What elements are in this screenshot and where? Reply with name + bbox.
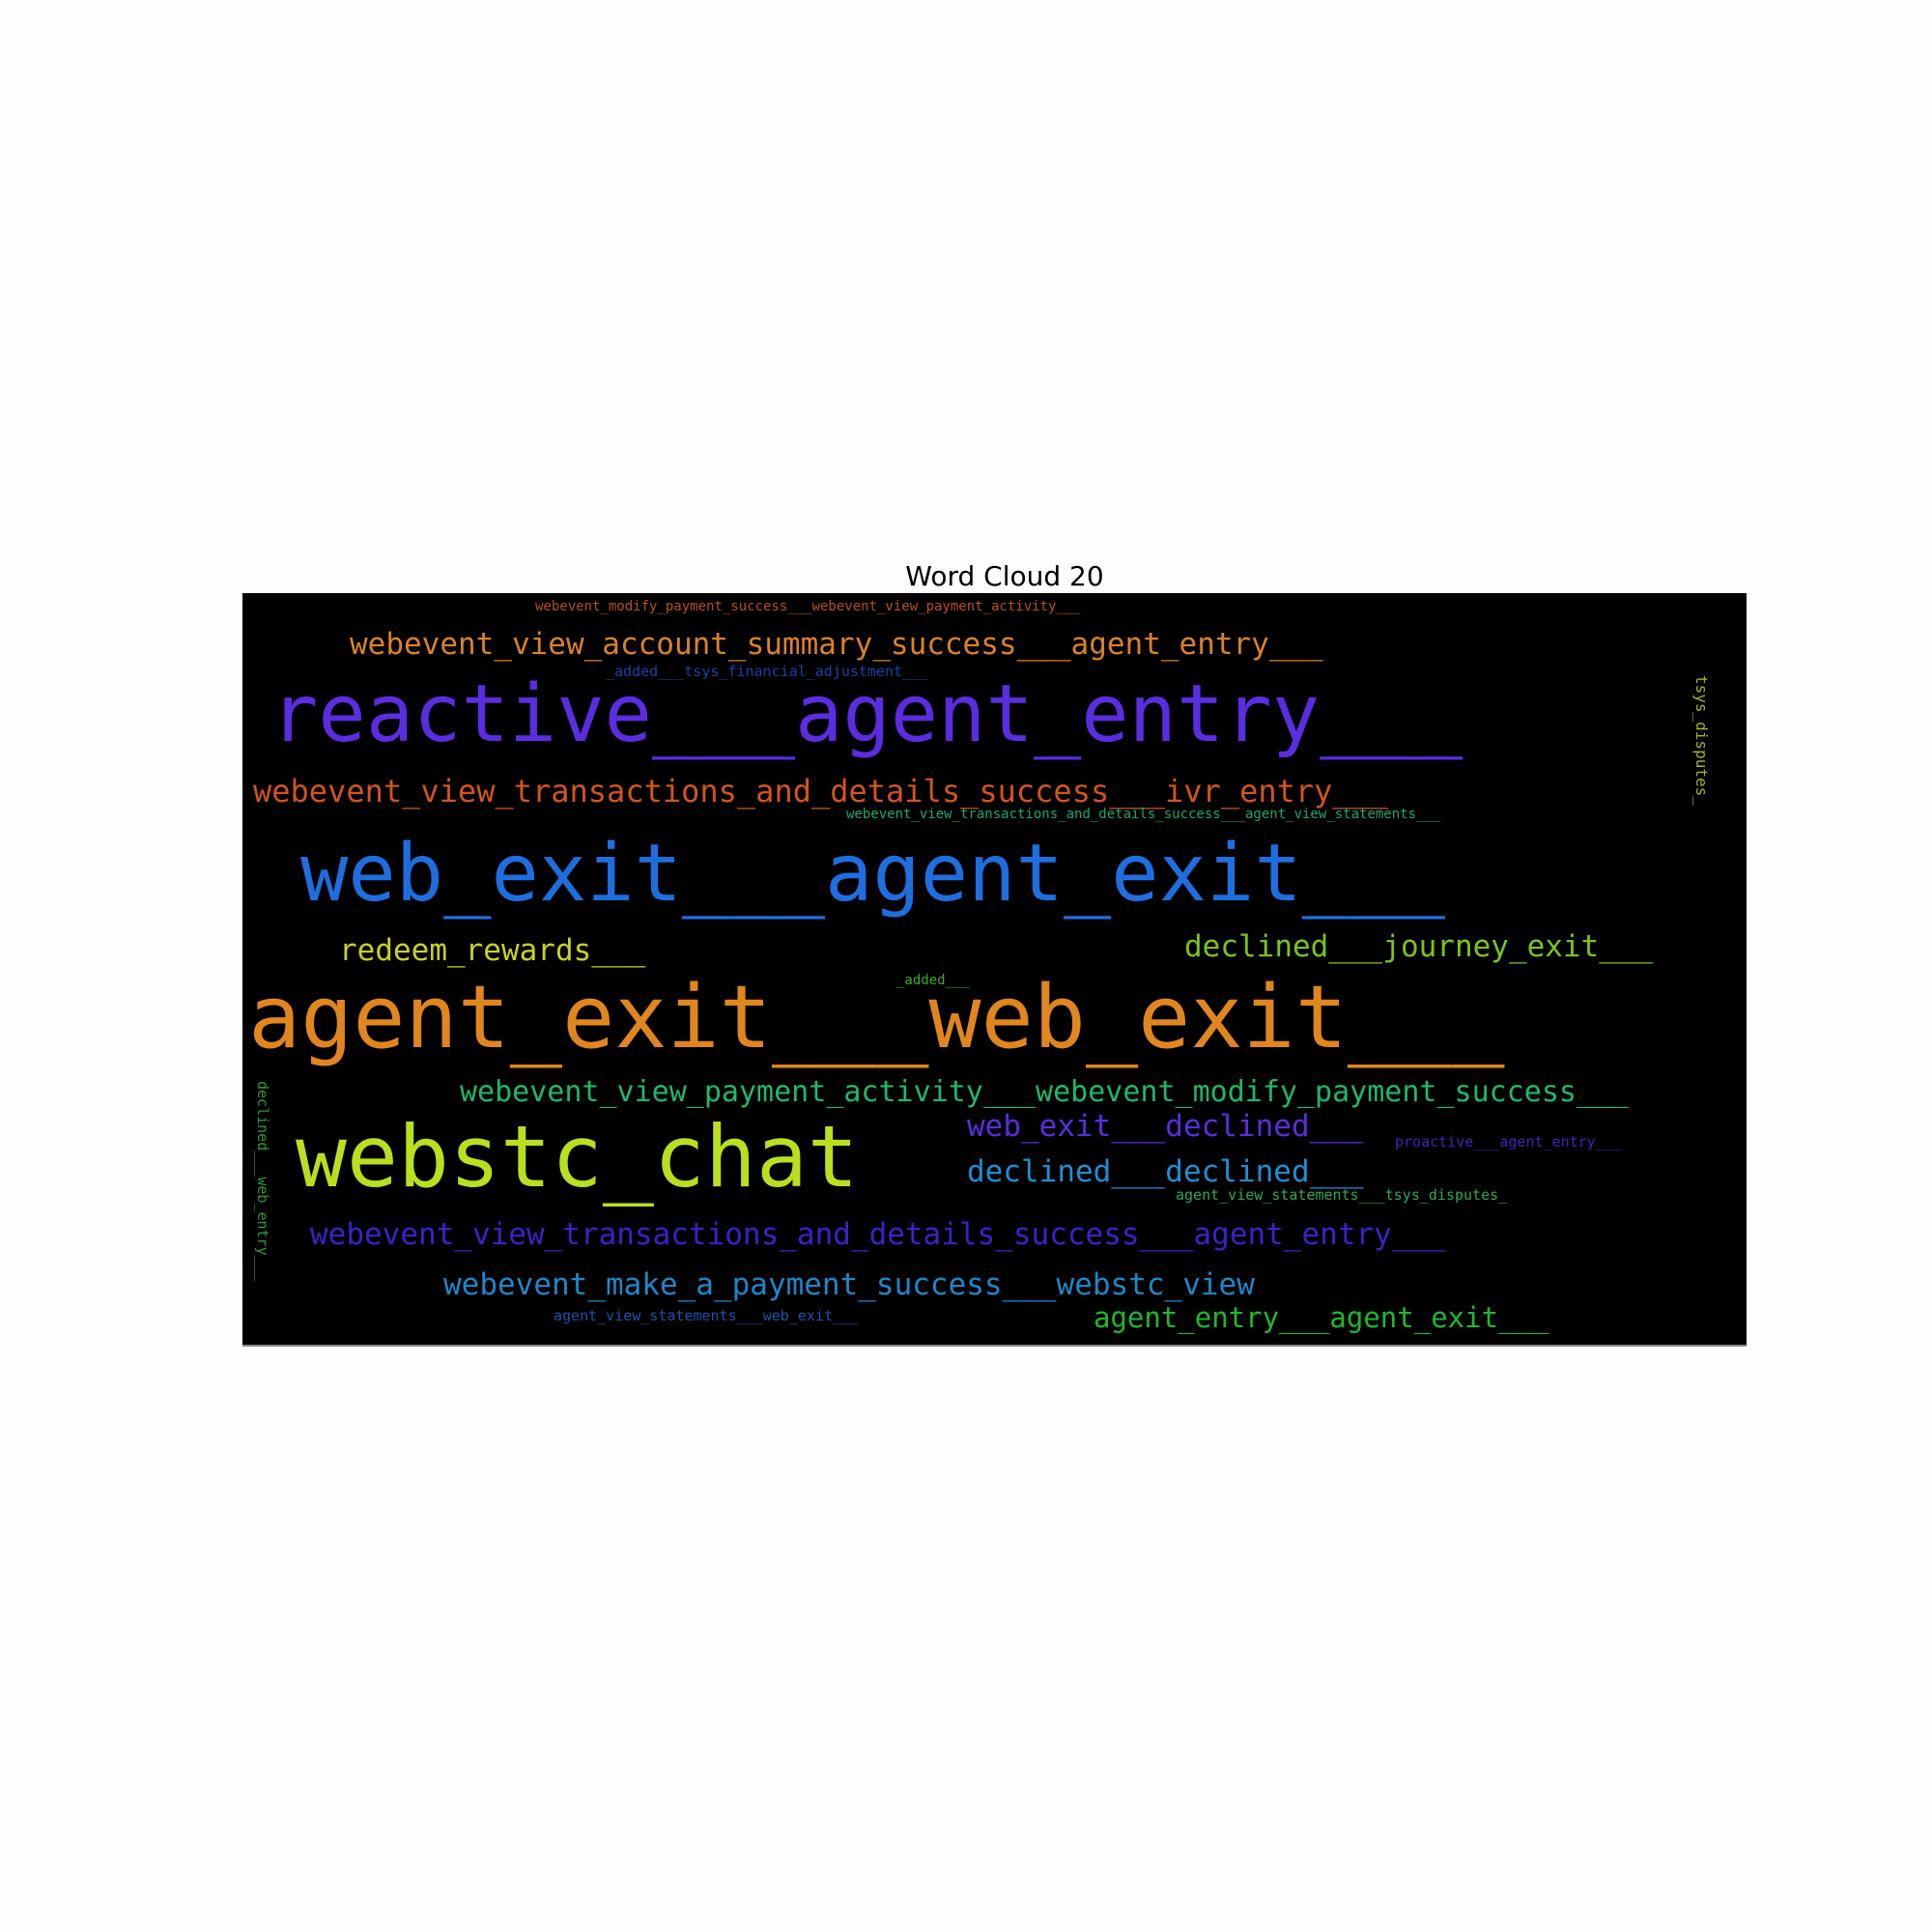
word-22: agent_entry___agent_exit___ xyxy=(1094,1301,1549,1334)
word-3: reactive___agent_entry___ xyxy=(270,668,1463,760)
word-11: agent_exit___web_exit___ xyxy=(248,967,1505,1068)
word-21: agent_view_statements___web_exit___ xyxy=(554,1307,860,1324)
word-0: webevent_modify_payment_success___webeve… xyxy=(535,599,1081,614)
word-15: webstc_chat xyxy=(296,1107,859,1207)
word-cloud: webevent_modify_payment_success___webeve… xyxy=(242,593,1747,1345)
word-12: webevent_view_payment_activity___webeven… xyxy=(460,1075,1630,1109)
word-4: webevent_view_transactions_and_details_s… xyxy=(253,773,1389,810)
word-17: agent_view_statements___tsys_disputes_ xyxy=(1176,1186,1508,1204)
word-2: _added___tsys_financial_adjustment___ xyxy=(606,663,929,680)
word-7: web_exit___agent_exit___ xyxy=(300,828,1445,920)
word-14: proactive___agent_entry___ xyxy=(1395,1133,1622,1151)
word-9: declined___journey_exit___ xyxy=(1184,929,1654,964)
word-8: redeem_rewards___ xyxy=(339,933,646,968)
word-5: webevent_view_transactions_and_details_s… xyxy=(846,807,1441,822)
word-13: web_exit___declined___ xyxy=(967,1109,1364,1144)
word-1: webevent_view_account_summary_success___… xyxy=(350,627,1323,662)
word-6: tsys_disputes_ xyxy=(1692,675,1711,806)
chart-title: Word Cloud 20 xyxy=(905,560,1104,592)
word-19: webevent_view_transactions_and_details_s… xyxy=(310,1217,1446,1252)
word-16: declined___declined___ xyxy=(967,1154,1364,1189)
word-20: webevent_make_a_payment_success___webstc… xyxy=(443,1267,1255,1302)
cloud-bottom-border xyxy=(242,1345,1747,1347)
word-18: declined___web_entry___ xyxy=(254,1081,271,1282)
word-10: _added___ xyxy=(896,973,970,988)
